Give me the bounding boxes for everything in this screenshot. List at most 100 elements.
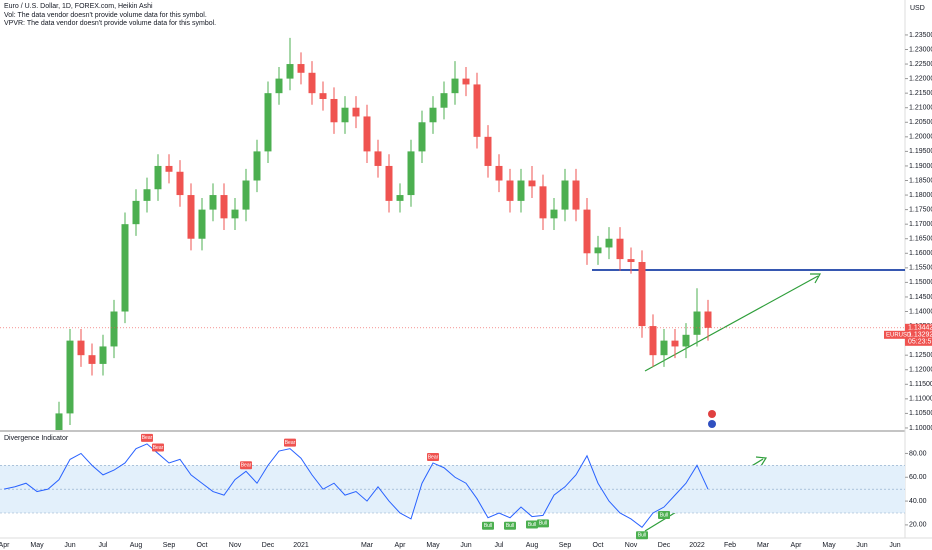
y-tick-label: 20.00 [909, 522, 927, 529]
y-tick-label: 1.17000 [909, 221, 932, 228]
candle-body [253, 151, 261, 181]
x-tick-label: Feb [724, 542, 736, 549]
y-tick-label: 1.18000 [909, 192, 932, 199]
signal-label: Bear [142, 435, 153, 441]
y-tick-label: 1.23500 [909, 32, 932, 39]
candle-body [418, 122, 426, 152]
y-tick-label: 1.16500 [909, 236, 932, 243]
candle-body [341, 107, 349, 123]
candle-body [275, 78, 283, 94]
y-tick-label: 1.22500 [909, 61, 932, 68]
candle-body [77, 340, 85, 356]
candle-body [66, 340, 74, 414]
signal-label: Bull [539, 521, 547, 527]
candle-body [209, 195, 217, 210]
candle-body [55, 413, 63, 430]
x-tick-label: Jul [99, 542, 108, 549]
x-tick-label: Aug [526, 542, 539, 549]
x-tick-label: Jul [495, 542, 504, 549]
x-tick-label: Apr [395, 542, 407, 549]
chart-title: Euro / U.S. Dollar, 1D, FOREX.com, Heiki… [4, 3, 153, 10]
y-tick-label: 1.22000 [909, 75, 932, 82]
candle-body [539, 186, 547, 219]
x-tick-label: May [426, 542, 440, 549]
candle-body [495, 165, 503, 181]
symbol-box [884, 330, 905, 339]
x-tick-label: Dec [262, 542, 275, 549]
candle-body [242, 180, 250, 210]
x-tick-label: Aug [130, 542, 143, 549]
signal-box [526, 520, 538, 529]
y-tick-label: 40.00 [909, 498, 927, 505]
currency: USD [910, 5, 925, 12]
candle-body [605, 238, 613, 248]
candle-body [704, 311, 712, 328]
last-price: 1.13442 [908, 325, 932, 332]
signal-label: Bull [660, 512, 668, 518]
y-tick-label: 1.12000 [909, 367, 932, 374]
x-tick-label: Nov [229, 542, 242, 549]
signal-box [636, 531, 648, 540]
candle-body [528, 180, 536, 187]
candle-body [572, 180, 580, 210]
candle-body [462, 78, 470, 85]
signal-box [537, 519, 549, 528]
symbol-tag: EURUSD [886, 332, 912, 338]
osc-trend-arrow [755, 456, 768, 467]
signal-label: Bear [285, 440, 296, 446]
y-tick-label: 1.23000 [909, 46, 932, 53]
candle-body [154, 165, 162, 190]
y-tick-label: 1.10000 [909, 425, 932, 432]
x-tick-label: Oct [197, 542, 208, 549]
event-flag[interactable] [708, 420, 716, 428]
y-tick-label: 1.16000 [909, 250, 932, 257]
candle-body [352, 107, 360, 117]
trend-line [644, 275, 819, 372]
signal-box [152, 443, 164, 452]
signal-box [482, 521, 494, 530]
x-tick-label: Apr [0, 542, 10, 549]
x-tick-label: May [30, 542, 44, 549]
candle-body [176, 171, 184, 196]
candles [55, 37, 712, 430]
signal-box [284, 438, 296, 447]
y-tick-label: 1.11500 [909, 381, 932, 388]
countdown: 05:23:57 [908, 339, 932, 346]
candle-body [671, 340, 679, 347]
candle-body [594, 247, 602, 254]
candle-body [627, 259, 635, 263]
x-tick-label: Jun [460, 542, 471, 549]
y-tick-label: 1.10500 [909, 410, 932, 417]
x-tick-label: Apr [791, 542, 803, 549]
x-tick-label: Nov [625, 542, 638, 549]
candle-body [660, 340, 668, 356]
y-tick-label: 1.15500 [909, 265, 932, 272]
signal-box [658, 511, 670, 520]
x-tick-label: Jun [889, 542, 900, 549]
y-tick-label: 1.21500 [909, 90, 932, 97]
signal-label: Bear [428, 454, 439, 460]
candle-body [506, 180, 514, 201]
candle-body [638, 262, 646, 327]
y-tick-label: 1.15000 [909, 279, 932, 286]
y-tick-label: 1.20000 [909, 134, 932, 141]
signal-box [240, 461, 252, 470]
candle-body [121, 224, 129, 312]
candle-body [286, 64, 294, 79]
candle-body [561, 180, 569, 210]
signal-box [427, 452, 439, 461]
candle-body [220, 195, 228, 219]
candle-body [99, 346, 107, 364]
x-tick-label: Sep [559, 542, 572, 549]
candle-body [231, 209, 239, 219]
y-tick-label: 60.00 [909, 474, 927, 481]
y-tick-label: 80.00 [909, 450, 927, 457]
candle-body [396, 195, 404, 201]
oscillator-line [3, 443, 709, 528]
y-tick-label: 1.14000 [909, 308, 932, 315]
event-flag[interactable] [708, 410, 716, 418]
candle-body [473, 84, 481, 137]
candle-body [165, 165, 173, 172]
candle-body [88, 355, 96, 364]
x-tick-label: Jun [856, 542, 867, 549]
